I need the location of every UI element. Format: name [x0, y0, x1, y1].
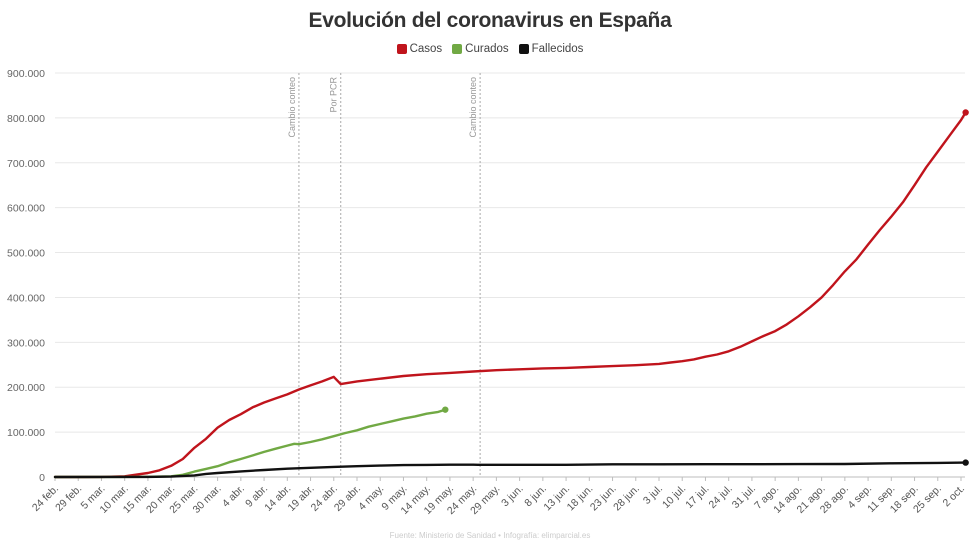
x-tick-label: 2 oct. — [940, 483, 967, 510]
x-tick-label: 3 jun. — [499, 483, 526, 510]
legend-label-casos: Casos — [409, 43, 443, 55]
y-tick-label: 0 — [39, 472, 45, 484]
x-tick-label: 29 feb. — [53, 483, 84, 514]
x-tick-label: 28 jun. — [611, 483, 642, 514]
series-end-point-fallecidos — [962, 459, 969, 466]
series-end-point-curados — [442, 406, 449, 413]
x-tick-label: 17 jul. — [683, 483, 711, 511]
chart-legend: Casos Curados Fallecidos — [0, 43, 980, 55]
chart-source: Fuente: Ministerio de Sanidad • Infograf… — [389, 531, 591, 540]
y-tick-label: 200.000 — [7, 382, 45, 394]
x-tick-label: 31 jul. — [730, 483, 758, 511]
y-tick-label: 600.000 — [7, 203, 45, 215]
series-end-point-casos — [962, 109, 969, 116]
y-tick-label: 100.000 — [7, 427, 45, 439]
x-tick-label: 29 abr. — [332, 483, 363, 514]
x-tick-label: 4 abr. — [220, 483, 247, 510]
annotation-label: Cambio conteo — [468, 77, 478, 138]
series-line-casos — [53, 111, 967, 479]
legend-label-fallecidos: Fallecidos — [531, 43, 584, 55]
annotation-label: Por PCR — [329, 77, 339, 113]
legend-swatch-curados — [452, 44, 463, 54]
legend-item-curados[interactable]: Curados — [452, 43, 509, 55]
legend-swatch-casos — [396, 44, 407, 54]
x-tick-label: 10 jul. — [660, 483, 688, 511]
x-tick-label: 24 jul. — [707, 483, 735, 511]
y-tick-label: 800.000 — [7, 113, 45, 125]
y-tick-label: 700.000 — [7, 158, 45, 170]
chart-title: Evolución del coronavirus en España — [308, 9, 672, 32]
legend-swatch-fallecidos — [518, 44, 529, 54]
series-line-curados — [53, 408, 447, 479]
y-tick-label: 900.000 — [7, 68, 45, 80]
legend-item-casos[interactable]: Casos — [396, 43, 443, 55]
y-tick-label: 300.000 — [7, 337, 45, 349]
y-tick-label: 500.000 — [7, 248, 45, 260]
x-tick-label: 4 may. — [356, 483, 386, 513]
legend-label-curados: Curados — [465, 43, 509, 55]
series-line-fallecidos — [53, 461, 967, 479]
annotation-label: Cambio conteo — [287, 77, 297, 138]
legend-item-fallecidos[interactable]: Fallecidos — [518, 43, 584, 55]
y-tick-label: 400.000 — [7, 292, 45, 304]
